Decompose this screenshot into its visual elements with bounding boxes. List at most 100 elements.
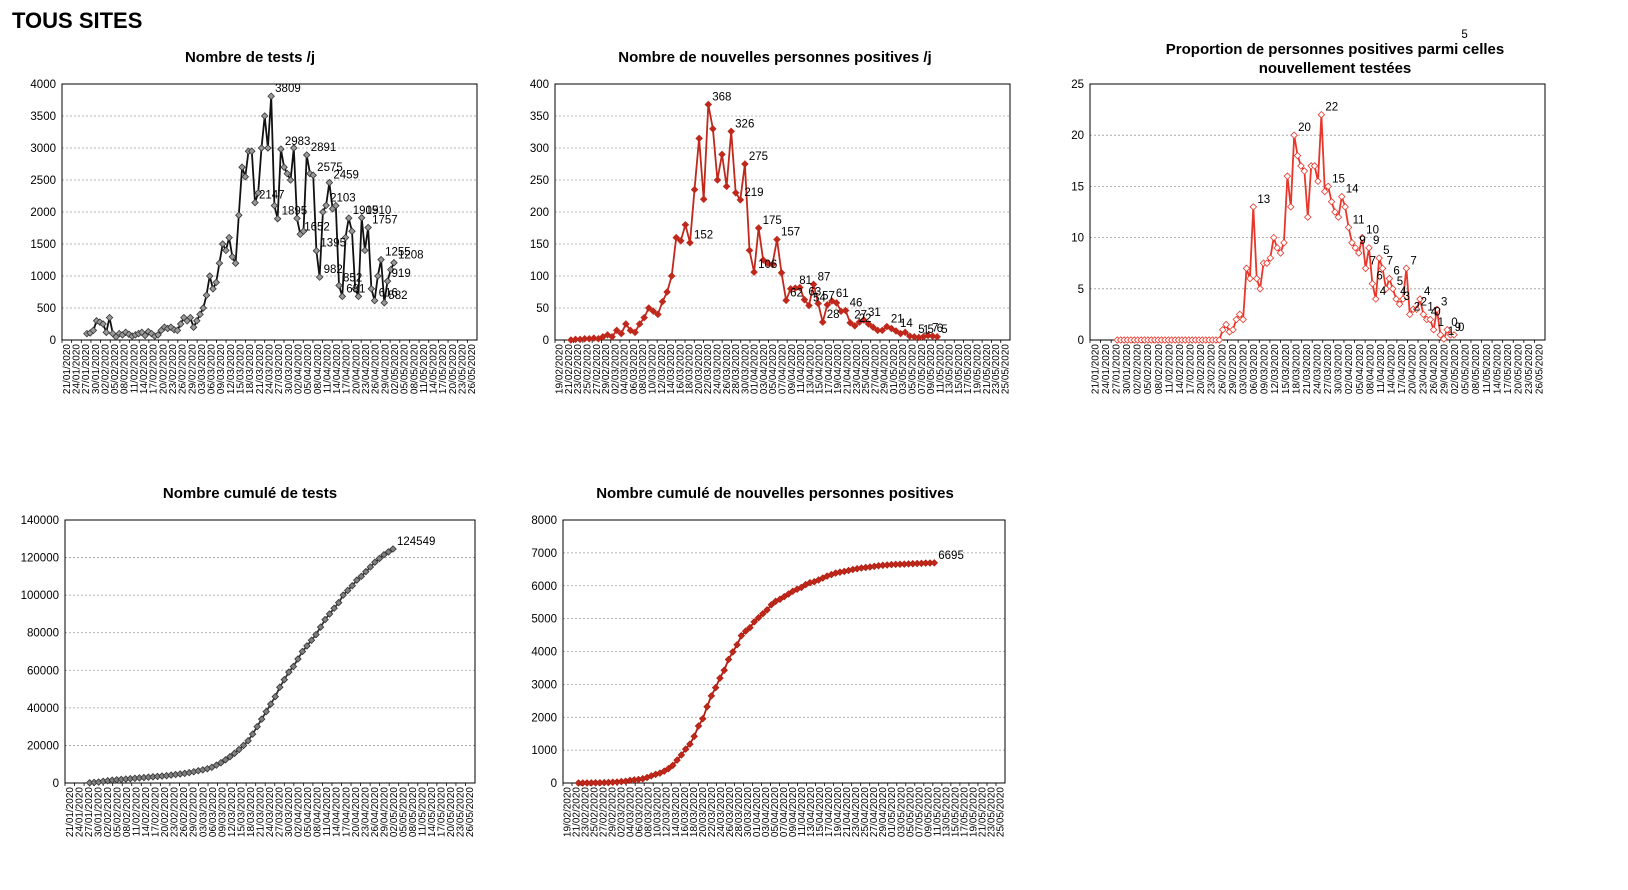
plot-frame: [64, 519, 476, 784]
x-tick-label: 17/04/2020: [341, 787, 352, 837]
data-point: [773, 235, 781, 244]
data-point: [1215, 336, 1224, 344]
data-point: [209, 285, 217, 293]
x-tick-label: 30/03/2020: [740, 344, 751, 394]
y-tick-label: 2000: [30, 207, 56, 219]
data-point: [782, 296, 790, 305]
x-tick-label: 15/05/2020: [950, 787, 961, 837]
x-tick-label: 07/04/2020: [779, 787, 790, 837]
plot-frame: [1089, 83, 1546, 341]
data-point: [390, 258, 398, 267]
x-tick-label: 11/02/2020: [1164, 344, 1175, 394]
x-tick-label: 21/03/2020: [255, 787, 266, 837]
x-tick-label: 20/03/2020: [698, 787, 709, 837]
x-tick-label: 03/03/2020: [197, 344, 208, 394]
data-point: [1412, 305, 1421, 314]
x-tick-label: 23/04/2020: [360, 787, 371, 837]
data-point: [690, 732, 698, 741]
data-point: [99, 320, 107, 328]
x-tick-label: 02/02/2020: [1133, 344, 1144, 394]
data-point: [707, 692, 716, 700]
x-tick-label: 11/05/2020: [932, 787, 943, 837]
x-tick-label: 04/03/2020: [626, 787, 637, 837]
x-tick-label: 02/04/2020: [1344, 344, 1355, 394]
data-point: [729, 648, 737, 656]
data-point: [247, 147, 256, 155]
data-point: [796, 283, 804, 292]
series-line: [89, 548, 394, 784]
data-point: [239, 741, 248, 750]
y-tick-label: 40000: [27, 703, 59, 715]
x-tick-label: 29/04/2020: [1439, 344, 1450, 394]
x-tick-label: 06/03/2020: [1249, 344, 1260, 394]
x-tick-label: 23/02/2020: [581, 787, 592, 837]
data-point: [1317, 110, 1326, 119]
data-point: [1426, 315, 1434, 324]
data-point: [1392, 295, 1400, 303]
data-point: [374, 272, 382, 280]
x-tick-label: 09/05/2020: [923, 787, 934, 837]
x-tick-label: 08/02/2020: [122, 787, 133, 837]
data-label: 1: [1448, 326, 1454, 338]
data-point: [720, 666, 728, 674]
data-point: [154, 331, 162, 339]
x-tick-label: 05/02/2020: [112, 787, 123, 837]
y-tick-label: 8000: [531, 515, 557, 527]
x-tick-label: 20/04/2020: [1408, 344, 1419, 394]
data-point: [1382, 285, 1390, 293]
data-point: [212, 278, 220, 287]
data-point: [330, 604, 338, 613]
x-tick-label: 05/02/2020: [1143, 344, 1154, 394]
x-tick-label: 08/03/2020: [638, 344, 649, 394]
data-point: [1358, 233, 1366, 242]
y-tick-label: 20: [1071, 130, 1084, 142]
data-point: [887, 324, 896, 333]
data-label: 2983: [285, 136, 311, 148]
data-label: 10: [1366, 225, 1379, 237]
data-point: [335, 281, 343, 290]
x-tick-label: 20/02/2020: [158, 344, 169, 394]
plot-frame: [562, 519, 1006, 784]
data-point: [841, 306, 850, 315]
data-point: [711, 683, 720, 692]
data-point: [370, 296, 379, 305]
data-point: [1303, 213, 1312, 221]
data-label: 1208: [398, 250, 424, 262]
y-tick-label: 5: [1078, 284, 1084, 296]
x-tick-label: 15/05/2020: [954, 344, 965, 394]
data-label: 6695: [938, 550, 964, 562]
x-tick-label: 09/04/2020: [788, 787, 799, 837]
x-tick-label: 18/03/2020: [245, 344, 256, 394]
x-tick-label: 03/05/2020: [898, 344, 909, 394]
x-tick-label: 03/03/2020: [1238, 344, 1249, 394]
x-tick-label: 07/05/2020: [914, 787, 925, 837]
x-tick-label: 12/03/2020: [1270, 344, 1281, 394]
x-tick-label: 18/03/2020: [1291, 344, 1302, 394]
data-point: [686, 238, 694, 247]
x-tick-label: 26/03/2020: [722, 344, 733, 394]
data-point: [299, 227, 308, 235]
data-point: [690, 185, 699, 194]
x-tick-label: 17/05/2020: [1503, 344, 1514, 394]
data-point: [892, 327, 900, 335]
data-point: [1310, 162, 1319, 170]
data-label: 14: [1346, 184, 1359, 196]
x-tick-label: 20/02/2020: [1196, 344, 1207, 394]
x-tick-label: 02/05/2020: [390, 344, 401, 394]
data-point: [267, 92, 275, 100]
data-point: [1249, 203, 1258, 211]
data-label: 5: [1461, 29, 1467, 41]
data-point: [141, 331, 149, 340]
data-label: 0: [1458, 322, 1464, 334]
data-label: 1652: [304, 221, 330, 233]
data-point: [1273, 244, 1281, 252]
x-tick-label: 08/04/2020: [313, 344, 324, 394]
data-label: 919: [392, 268, 411, 280]
data-point: [608, 333, 616, 341]
data-point: [244, 736, 252, 745]
x-tick-label: 26/05/2020: [465, 787, 476, 837]
x-tick-label: 14/02/2020: [1175, 344, 1186, 394]
data-point: [818, 318, 827, 326]
x-tick-label: 17/05/2020: [438, 344, 449, 394]
